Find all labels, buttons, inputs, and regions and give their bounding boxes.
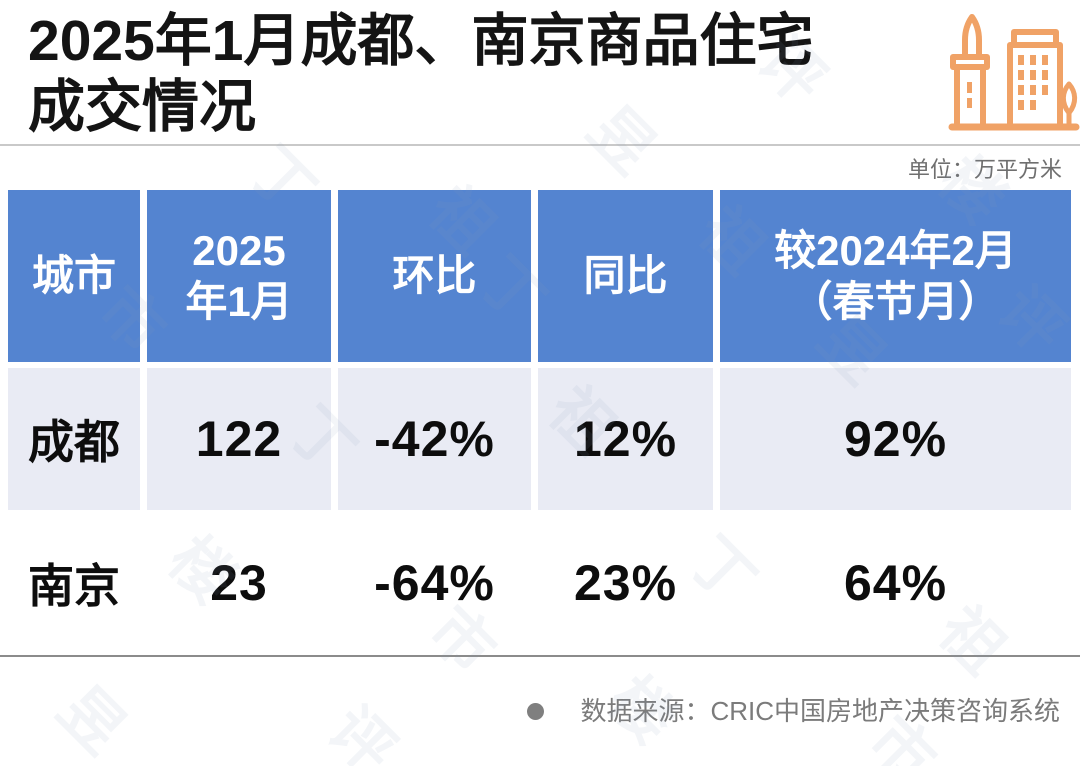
header-cell-yoy: 同比 xyxy=(538,190,713,362)
value-chengdu-yoy: 12% xyxy=(538,368,713,510)
city-cell-chengdu: 成都 xyxy=(8,368,140,510)
page-title-line1: 2025年1月成都、南京商品住宅 xyxy=(28,9,814,73)
city-cell-nanjing: 南京 xyxy=(28,560,120,612)
source-bullet-icon xyxy=(527,702,545,720)
unit-label: 单位：万平方米 xyxy=(907,157,1062,182)
data-source-text: 数据来源：CRIC中国房地产决策咨询系统 xyxy=(580,696,1060,726)
footer: 数据来源：CRIC中国房地产决策咨询系统 xyxy=(527,696,1060,726)
value-chengdu-vs-feb: 92% xyxy=(720,368,1071,510)
title-divider xyxy=(0,144,1080,146)
value-nanjing-jan: 23 xyxy=(210,555,268,611)
value-nanjing-mom: -64% xyxy=(374,555,495,611)
building-windows xyxy=(1018,55,1048,110)
header-cell-city: 城市 xyxy=(8,190,140,362)
value-nanjing-yoy: 23% xyxy=(573,555,678,611)
value-nanjing-vs-feb: 64% xyxy=(843,555,948,611)
header-cell-jan-2025: 2025 年1月 xyxy=(147,190,331,362)
page-title-line2: 成交情况 xyxy=(28,75,256,139)
value-chengdu-mom: -42% xyxy=(338,368,531,510)
page-title: 2025年1月成都、南京商品住宅 成交情况 xyxy=(28,8,814,140)
value-chengdu-jan: 122 xyxy=(147,368,331,510)
header-cell-mom: 环比 xyxy=(338,190,531,362)
transaction-table: 城市 2025 年1月 环比 同比 较2024年2月 （春节月） 成都 122 … xyxy=(8,190,1071,650)
buildings-icon xyxy=(948,14,1080,131)
bottom-divider xyxy=(0,655,1080,657)
header-cell-vs-feb-2024: 较2024年2月 （春节月） xyxy=(720,190,1071,362)
